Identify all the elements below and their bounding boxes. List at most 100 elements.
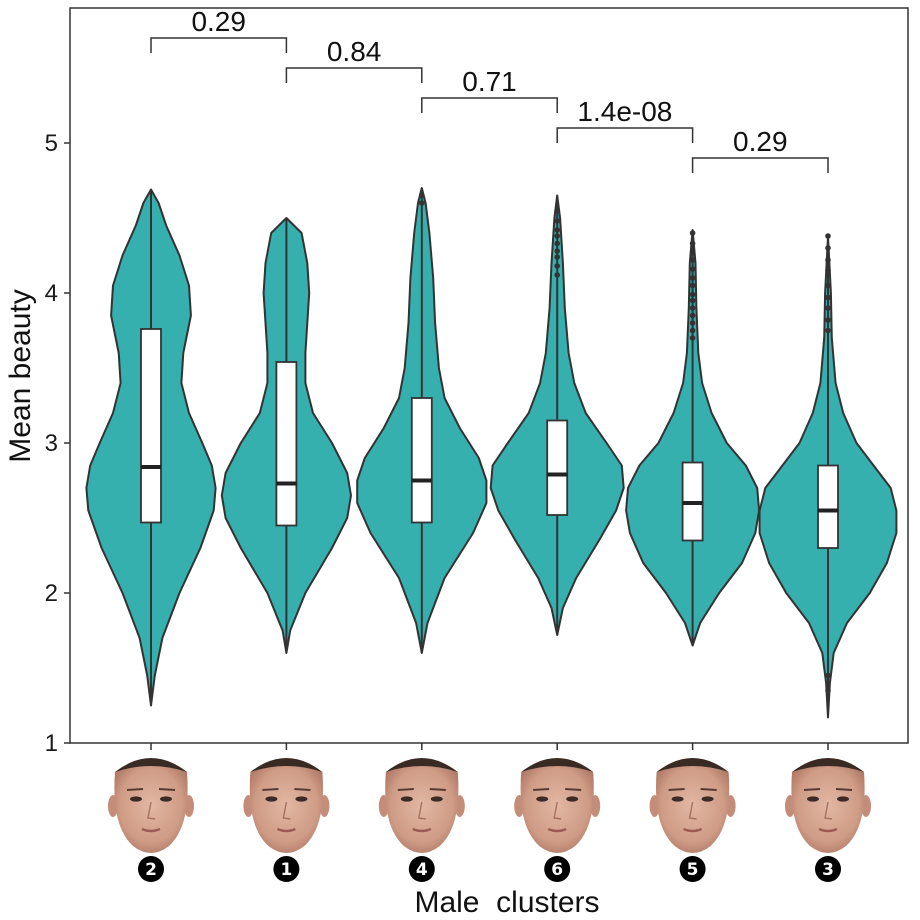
comparison-bracket — [285, 67, 423, 83]
cluster-faces: 2 1 4 6 5 3 — [108, 758, 871, 882]
brow-left — [397, 788, 414, 791]
face-skin — [249, 766, 324, 853]
cluster-badge: 1 — [273, 856, 300, 882]
badge-circle — [815, 856, 841, 882]
outlier-point — [689, 327, 696, 334]
comparison-bracket — [556, 127, 694, 143]
y-axis: 1 2 3 4 5 — [45, 130, 70, 757]
face-skin — [114, 766, 188, 853]
eye-left — [265, 796, 278, 802]
brow-right — [158, 788, 176, 791]
outlier-point — [825, 267, 831, 274]
outlier-point — [825, 672, 831, 679]
comparison-brackets: 0.29 0.84 0.71 1.4e-08 0.29 — [150, 6, 829, 173]
eye-right — [701, 796, 714, 802]
outlier-point — [554, 248, 560, 254]
face-skin — [791, 766, 865, 853]
y-tick-label: 4 — [45, 280, 58, 307]
x-axis — [150, 743, 829, 750]
eye-left — [536, 796, 549, 802]
eye-left — [400, 796, 413, 802]
eye-left — [807, 796, 819, 802]
violins — [85, 187, 898, 719]
boxplot-box — [410, 397, 433, 524]
x-axis-title: Male clusters — [414, 886, 599, 919]
outlier-point — [554, 263, 560, 269]
face-illustration — [785, 758, 871, 853]
outlier-point — [554, 227, 560, 233]
comparison-bracket — [691, 157, 829, 173]
eye-right — [566, 796, 579, 802]
plot-panel — [69, 7, 909, 744]
badge-circle — [544, 856, 571, 882]
outlier-point — [689, 249, 696, 256]
eye-right — [295, 796, 308, 802]
face-illustration — [243, 758, 330, 853]
eye-left — [671, 796, 684, 802]
face-skin — [520, 766, 594, 853]
nose — [688, 801, 697, 820]
eye-right — [430, 796, 443, 802]
outlier-point — [554, 218, 560, 224]
x-tick-label: 6 — [551, 860, 563, 880]
outlier-point — [825, 305, 831, 311]
outlier-point — [825, 317, 831, 323]
p-value-label: 0.71 — [462, 66, 517, 97]
p-value-label: 0.29 — [733, 126, 788, 157]
brow-right — [700, 788, 717, 791]
p-value-label: 0.29 — [191, 6, 246, 37]
brow-right — [565, 788, 582, 791]
y-axis-title: Mean beauty — [4, 289, 37, 462]
comparison-bracket — [150, 37, 288, 53]
outlier-point — [689, 335, 696, 341]
p-value-label: 0.84 — [327, 36, 382, 67]
nose — [824, 801, 833, 820]
comparison-bracket — [421, 97, 558, 113]
badge-circle — [138, 856, 164, 882]
x-tick-label: 3 — [822, 860, 834, 880]
outlier-point — [554, 233, 560, 239]
brow-right — [429, 788, 446, 791]
outlier-point — [689, 257, 696, 263]
outlier-point — [689, 297, 696, 304]
outlier-point — [689, 291, 696, 298]
brow-right — [294, 788, 311, 791]
nose — [553, 801, 562, 820]
face-skin — [655, 766, 730, 853]
brow-left — [262, 788, 279, 791]
cluster-badge: 6 — [544, 856, 571, 882]
cluster-badge: 3 — [815, 856, 841, 882]
brow-left — [668, 788, 685, 791]
outlier-point — [825, 257, 831, 263]
outlier-point — [689, 230, 696, 236]
mouth — [276, 827, 296, 833]
badge-circle — [273, 856, 300, 882]
outlier-point — [554, 207, 560, 214]
brow-right — [835, 788, 853, 791]
brow-left — [803, 788, 821, 791]
y-tick-label: 5 — [45, 130, 58, 157]
mouth — [412, 827, 432, 833]
outlier-point — [554, 240, 560, 247]
eye-left — [130, 796, 142, 802]
face-illustration — [108, 758, 194, 853]
mouth — [547, 827, 567, 833]
nose — [147, 801, 156, 820]
face-illustration — [378, 758, 465, 853]
x-tick-label: 1 — [280, 860, 292, 880]
mouth — [683, 827, 703, 833]
boxplot-box — [275, 361, 298, 527]
outlier-point — [419, 192, 425, 199]
outlier-point — [825, 282, 831, 289]
outlier-point — [689, 305, 696, 311]
badge-circle — [679, 856, 706, 882]
brow-left — [126, 788, 144, 791]
cluster-badge: 2 — [138, 856, 164, 882]
face-illustration — [514, 758, 601, 853]
face-skin — [385, 766, 459, 853]
brow-left — [533, 788, 550, 791]
outlier-point — [825, 327, 831, 334]
mouth — [818, 827, 838, 833]
y-tick-label: 1 — [45, 730, 58, 757]
